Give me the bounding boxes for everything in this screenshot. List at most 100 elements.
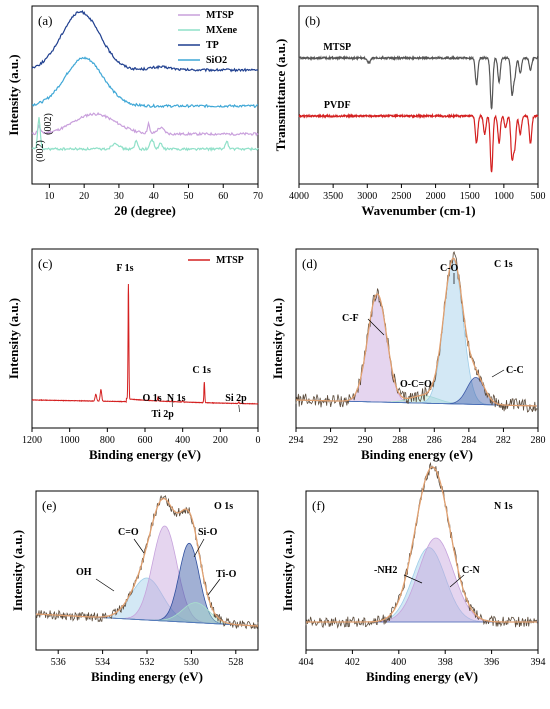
plot-frame <box>31 5 259 185</box>
component-label: Si-O <box>198 527 218 538</box>
x-tick-label: 534 <box>95 657 110 668</box>
series-line-sio2 <box>31 56 259 109</box>
panel-c: 1200 1000 800 600 400 200 0 Binding energy (eV)… <box>6 248 261 462</box>
x-tick-label: 286 <box>427 435 442 446</box>
x-tick-label: 200 <box>213 435 228 446</box>
component-label: -NH2 <box>374 565 397 576</box>
panel-label: (c) <box>38 256 52 271</box>
x-tick-label: 30 <box>114 191 124 202</box>
x-tick-label: 2500 <box>391 191 411 202</box>
y-axis-label: Intensity (a.u.) <box>6 54 21 135</box>
x-tick-label: 292 <box>323 435 338 446</box>
x-axis-label: Binding energy (eV) <box>91 669 203 684</box>
x-tick-label: 528 <box>228 657 243 668</box>
component-label: OH <box>76 567 92 578</box>
peak-annotation: Si 2p <box>225 393 247 404</box>
x-tick-label: 60 <box>218 191 228 202</box>
label-leader-line <box>207 578 221 596</box>
x-tick-label: 600 <box>138 435 153 446</box>
plot-frame <box>298 5 539 185</box>
x-tick-label: 2000 <box>426 191 446 202</box>
series-line-pvdf <box>298 112 539 173</box>
peak-annotation: N 1s <box>167 393 186 404</box>
y-axis-label: Transmittance (a.u.) <box>273 39 288 152</box>
series-line-mtsp <box>298 54 539 110</box>
x-axis-label: 2θ (degree) <box>114 203 176 218</box>
label-leader-line <box>95 578 115 592</box>
component-label: Ti-O <box>216 569 237 580</box>
x-tick-label: 4000 <box>289 191 309 202</box>
legend-entry: MTSP <box>206 10 234 21</box>
peak-annotation: (002) <box>35 140 46 162</box>
panel-d: 294 292 290 288 286 284 282 280 Binding energy (… <box>270 248 546 462</box>
label-leader-line <box>403 574 423 584</box>
x-axis-label: Binding energy (eV) <box>366 669 478 684</box>
panel-a: 10 20 30 40 50 60 70 2θ (degree) Intensity (a.u.… <box>6 5 263 218</box>
panel-label: (a) <box>38 13 52 28</box>
fitted-envelope-line <box>296 257 538 407</box>
annotation-pointer <box>238 404 240 413</box>
peak-annotation: Ti 2p <box>151 409 174 420</box>
peak-annotation: (002) <box>43 113 54 135</box>
legend-entry: TP <box>206 40 219 51</box>
x-tick-label: 3500 <box>323 191 343 202</box>
series-label: PVDF <box>324 100 351 111</box>
legend-entry: SiO2 <box>206 55 227 66</box>
fitted-envelope-line <box>306 466 538 623</box>
x-tick-label: 288 <box>392 435 407 446</box>
x-tick-label: 400 <box>391 657 406 668</box>
x-tick-label: 50 <box>183 191 193 202</box>
x-tick-label: 1500 <box>460 191 480 202</box>
spectrum-title: N 1s <box>494 501 513 512</box>
peak-annotation: C 1s <box>192 365 211 376</box>
x-tick-label: 394 <box>531 657 546 668</box>
x-tick-label: 3000 <box>357 191 377 202</box>
x-tick-label: 402 <box>345 657 360 668</box>
series-label: MTSP <box>323 42 351 53</box>
x-tick-label: 290 <box>358 435 373 446</box>
peak-annotation: F 1s <box>116 263 133 274</box>
series-line-mxene <box>31 117 259 152</box>
x-tick-label: 404 <box>299 657 314 668</box>
component-peak-c-n <box>306 537 538 623</box>
series-line-mtsp <box>31 111 259 137</box>
x-tick-label: 396 <box>484 657 499 668</box>
label-leader-line <box>491 369 505 378</box>
label-leader-line <box>133 538 145 554</box>
x-tick-label: 294 <box>289 435 304 446</box>
x-tick-label: 280 <box>531 435 546 446</box>
y-axis-label: Intensity (a.u.) <box>270 298 285 379</box>
panel-e: 536 534 532 530 528 Binding energy (eV) Intens… <box>10 490 259 684</box>
x-tick-label: 530 <box>184 657 199 668</box>
x-tick-label: 284 <box>461 435 476 446</box>
x-axis-label: Binding energy (eV) <box>361 447 473 462</box>
x-tick-label: 532 <box>140 657 155 668</box>
x-tick-label: 20 <box>79 191 89 202</box>
x-tick-label: 70 <box>253 191 263 202</box>
x-tick-label: 800 <box>100 435 115 446</box>
x-tick-label: 1000 <box>60 435 80 446</box>
series-line-tp <box>31 9 259 73</box>
y-axis-label: Intensity (a.u.) <box>10 530 25 611</box>
x-axis-label: Binding energy (eV) <box>89 447 201 462</box>
component-label: C-C <box>506 365 524 376</box>
plot-frame <box>295 248 539 429</box>
label-leader-line <box>193 538 205 558</box>
spectrum-title: C 1s <box>494 259 513 270</box>
x-tick-label: 398 <box>438 657 453 668</box>
spectrum-title: O 1s <box>214 501 233 512</box>
panel-label: (f) <box>312 498 325 513</box>
panel-label: (b) <box>305 13 320 28</box>
x-tick-label: 0 <box>256 435 261 446</box>
y-axis-label: Intensity (a.u.) <box>280 530 295 611</box>
peak-annotation: O 1s <box>143 393 162 404</box>
component-label: C-O <box>440 263 459 274</box>
fitted-envelope-line <box>36 497 258 627</box>
x-tick-label: 536 <box>51 657 66 668</box>
x-tick-label: 10 <box>44 191 54 202</box>
series-line-mtsp <box>31 283 259 405</box>
x-tick-label: 400 <box>175 435 190 446</box>
x-tick-label: 1000 <box>494 191 514 202</box>
label-leader-line <box>367 318 385 336</box>
